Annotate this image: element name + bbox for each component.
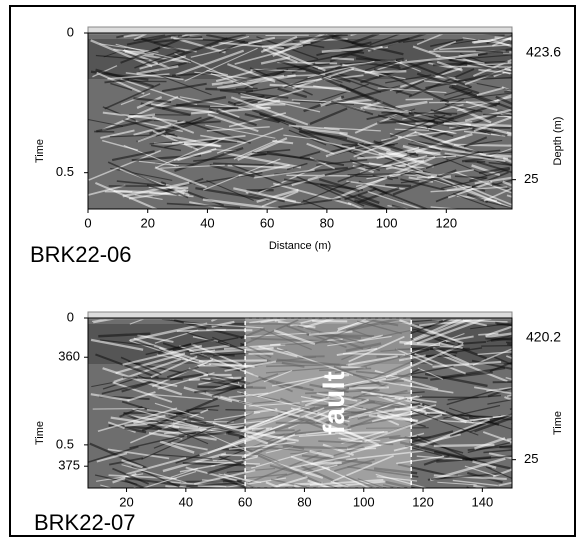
x-tick-label: 100 — [376, 215, 398, 230]
elev-tick-label: 375 — [58, 458, 80, 473]
panel-title: BRK22-06 — [30, 242, 132, 267]
x-tick-label: 120 — [412, 494, 434, 509]
x-tick-label: 100 — [353, 494, 375, 509]
reflector — [93, 409, 145, 410]
fault-label: fault — [318, 371, 351, 434]
reflector — [379, 154, 407, 155]
radargram-image — [88, 7, 571, 230]
y-tick-label: 0.5 — [56, 164, 74, 179]
y-tick-label: 0.5 — [56, 436, 74, 451]
x-tick-label: 40 — [179, 494, 193, 509]
x-tick-label: 120 — [435, 215, 457, 230]
y-tick-label: 0 — [67, 24, 74, 39]
top-label: 423.6 — [526, 44, 561, 60]
reflector — [332, 58, 354, 59]
y-label: Time — [34, 421, 46, 445]
reflector — [365, 71, 407, 72]
x-tick-label: 60 — [238, 494, 252, 509]
x-label: Distance (m) — [269, 240, 331, 252]
x-tick-label: 60 — [260, 215, 274, 230]
reflector — [406, 99, 433, 100]
y2-tick-label: 25 — [524, 171, 538, 186]
x-tick-label: 20 — [119, 494, 133, 509]
reflector — [417, 177, 451, 178]
reflector — [129, 115, 190, 116]
y2-label: Time — [552, 411, 564, 435]
y2-label: Depth (m) — [552, 117, 564, 166]
elev-tick-label: 360 — [58, 349, 80, 364]
panel-title: BRK22-07 — [34, 510, 136, 535]
x-tick-label: 80 — [320, 215, 334, 230]
y-label: Time — [34, 139, 46, 163]
x-tick-label: 40 — [200, 215, 214, 230]
x-tick-label: 80 — [297, 494, 311, 509]
reflector — [434, 445, 495, 446]
x-tick-label: 0 — [84, 215, 91, 230]
x-tick-label: 20 — [140, 215, 154, 230]
y-tick-label: 0 — [67, 309, 74, 324]
x-tick-label: 140 — [471, 494, 493, 509]
reflector — [385, 185, 411, 186]
top-label: 420.2 — [526, 329, 561, 345]
y2-tick-label: 25 — [524, 451, 538, 466]
